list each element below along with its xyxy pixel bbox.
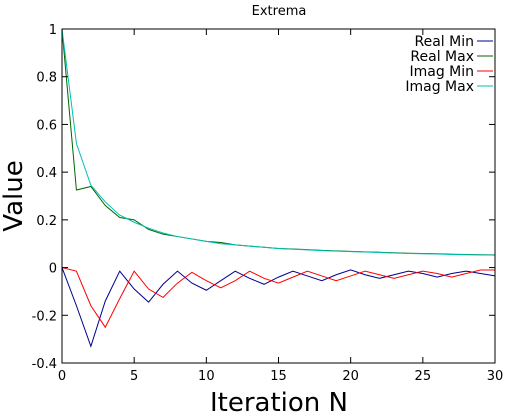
x-tick-label: 15 <box>270 369 287 384</box>
series-line-imag-max <box>61 28 496 256</box>
x-tick-label: 5 <box>130 369 138 384</box>
series-layer <box>61 28 496 348</box>
x-tick-label: 0 <box>58 369 66 384</box>
x-tick-label: 30 <box>487 369 504 384</box>
series-line-imag-min <box>61 267 495 329</box>
x-tick-label: 10 <box>198 369 215 384</box>
y-tick-label: 0 <box>49 262 57 277</box>
series-line-real-min <box>61 267 496 348</box>
x-axis-label: Iteration N <box>210 388 348 414</box>
y-tick-label: 0.8 <box>36 71 57 86</box>
y-axis-label: Value <box>0 160 29 231</box>
y-tick-label: -0.2 <box>32 309 57 324</box>
y-tick-label: 1 <box>49 23 57 38</box>
legend-label: Real Min <box>415 34 474 50</box>
axes: 0 5 10 15 20 25 30 -0.4 -0.2 0 0.2 0.4 0.6 0.8 1 <box>32 23 504 384</box>
y-tick-label: 0.4 <box>36 166 57 181</box>
y-tick-label: -0.4 <box>32 357 57 372</box>
legend-label: Imag Min <box>409 64 474 80</box>
x-tick-label: 20 <box>342 369 359 384</box>
x-tick-label: 25 <box>415 369 432 384</box>
y-tick-label: 0.6 <box>36 118 57 133</box>
legend-label: Imag Max <box>405 79 474 95</box>
chart-title: Extrema <box>252 4 307 19</box>
legend-label: Real Max <box>410 49 474 65</box>
y-tick-label: 0.2 <box>36 214 57 229</box>
